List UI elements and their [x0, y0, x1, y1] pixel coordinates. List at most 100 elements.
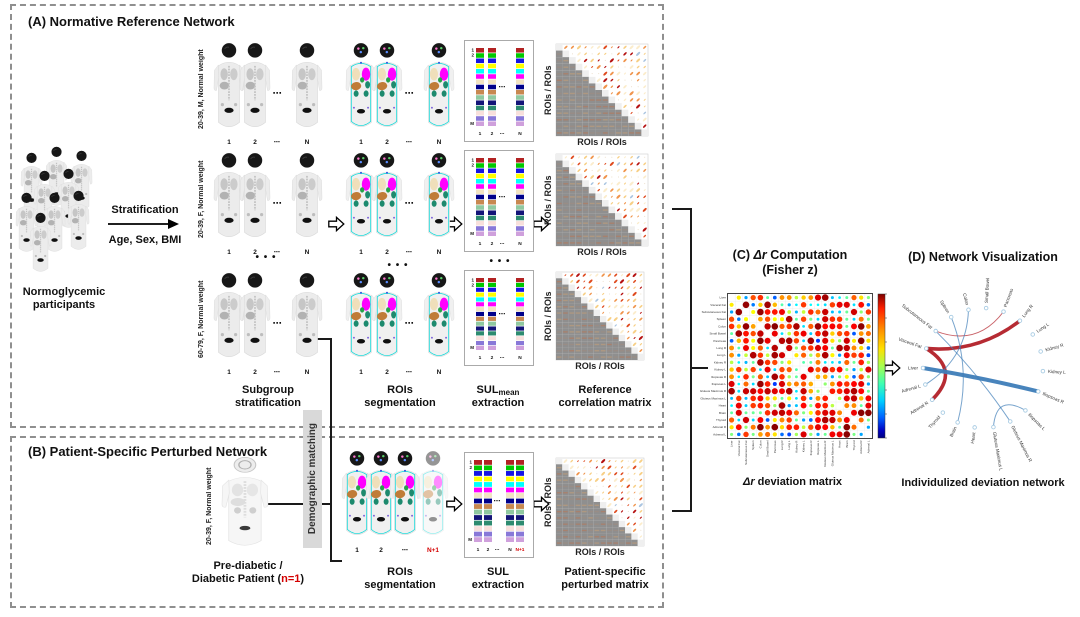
- svg-text:⋯: ⋯: [273, 88, 282, 98]
- group-label-row3: 60-79, F, Normal weight: [198, 280, 205, 358]
- rows-ellipsis-seg: • • •: [387, 260, 409, 271]
- svg-text:N: N: [437, 249, 442, 256]
- caption-subgroup: Subgroup stratification: [234, 384, 301, 409]
- svg-text:2: 2: [487, 547, 490, 553]
- network-node: [966, 307, 971, 313]
- svg-text:Lung L: Lung L: [717, 353, 727, 357]
- network-node-label: Adrenal L: [901, 383, 922, 393]
- svg-text:Adrenal R: Adrenal R: [859, 440, 863, 454]
- rows-ellipsis-bodies: • • •: [255, 252, 277, 263]
- connector: [672, 208, 692, 210]
- svg-text:1: 1: [355, 547, 359, 554]
- network-node-label: Subcutaneous Fat: [901, 303, 934, 330]
- svg-text:1: 1: [227, 249, 231, 256]
- svg-text:Brain: Brain: [719, 411, 726, 415]
- svg-text:⋯: ⋯: [273, 318, 282, 328]
- network-node: [923, 382, 928, 387]
- svg-text:N: N: [437, 139, 442, 146]
- svg-text:Kidney R: Kidney R: [794, 440, 798, 453]
- matrix-axis-y: ROIs / ROIs: [543, 291, 553, 341]
- caption-rois-b: ROIs segmentation: [364, 566, 436, 591]
- network-node-label: Small Bowel: [984, 278, 990, 304]
- svg-text:N: N: [518, 355, 522, 361]
- panel-d-title: (D) Network Visualization: [908, 250, 1058, 264]
- stratification-label: Stratification: [111, 204, 179, 216]
- svg-text:1: 1: [479, 131, 482, 137]
- network-node: [1007, 419, 1013, 424]
- svg-text:Visceral Fat: Visceral Fat: [710, 303, 726, 307]
- rows-ellipsis-sul: • • •: [489, 256, 511, 267]
- svg-text:2: 2: [379, 547, 383, 554]
- matrix-axis-y: ROIs / ROIs: [543, 175, 553, 225]
- correlation-matrix: [555, 153, 649, 247]
- svg-text:Pancreas: Pancreas: [713, 339, 726, 343]
- flow-arrow: [884, 359, 901, 377]
- crowd-label: Normoglycemic participants: [22, 286, 106, 311]
- svg-text:⋯: ⋯: [405, 88, 414, 98]
- stratification-arrow: [108, 219, 179, 229]
- network-node-label: Liver: [908, 366, 918, 371]
- svg-text:1: 1: [479, 355, 482, 361]
- svg-text:⋯: ⋯: [499, 311, 506, 318]
- svg-text:1: 1: [227, 369, 231, 376]
- svg-text:⋯: ⋯: [402, 547, 409, 554]
- svg-text:2: 2: [471, 163, 474, 168]
- svg-text:Iliopsoas R: Iliopsoas R: [711, 375, 727, 379]
- svg-text:1: 1: [477, 547, 480, 553]
- matrix-axis-x: ROIs / ROIs: [575, 547, 625, 557]
- svg-text:M: M: [470, 345, 474, 350]
- matrix-axis-x: ROIs / ROIs: [575, 361, 625, 371]
- network-node: [1017, 318, 1023, 323]
- sul-extraction-box: 12M⋯1 2 ⋯ N: [464, 270, 534, 366]
- svg-text:2: 2: [491, 131, 494, 137]
- svg-text:Lung L: Lung L: [787, 440, 791, 450]
- network-node-label: Thyroid: [927, 414, 941, 429]
- network-node: [1030, 332, 1035, 337]
- svg-text:2: 2: [385, 369, 389, 376]
- correlation-matrix: [555, 271, 645, 361]
- network-node: [929, 397, 935, 403]
- body-row: 1 2 ⋯ N+1: [341, 450, 449, 554]
- svg-text:1: 1: [471, 48, 474, 53]
- network-node-label: Iliopsoas L: [1027, 412, 1046, 431]
- network-node-label: Kidney R: [1045, 342, 1065, 352]
- svg-text:2: 2: [253, 139, 257, 146]
- caption-refmatrix: Reference correlation matrix: [558, 384, 652, 409]
- network-node: [1001, 309, 1006, 314]
- svg-text:Colon: Colon: [758, 440, 762, 448]
- network-node: [924, 346, 929, 351]
- svg-text:N: N: [508, 547, 512, 553]
- network-node: [991, 424, 996, 430]
- body-row: ⋯ 1 2 ⋯ N: [213, 42, 323, 146]
- network-node-label: Gluteus Maximus L: [992, 432, 1004, 472]
- svg-text:Gluteus Maximus L: Gluteus Maximus L: [700, 396, 726, 400]
- network-node: [1023, 408, 1028, 413]
- matrix-axis-x: ROIs / ROIs: [577, 247, 627, 257]
- svg-text:Gluteus Maximus R: Gluteus Maximus R: [700, 389, 727, 393]
- svg-text:Colon: Colon: [718, 324, 726, 328]
- network-node: [1040, 368, 1046, 374]
- svg-text:2: 2: [471, 53, 474, 58]
- svg-text:Small Bowel: Small Bowel: [709, 332, 726, 336]
- network-node: [972, 425, 977, 430]
- svg-text:⋯: ⋯: [500, 242, 505, 247]
- svg-text:2: 2: [385, 249, 389, 256]
- normoglycemic-crowd: [15, 146, 93, 273]
- patient-caption: Pre-diabetic / Diabetic Patient (n=1): [191, 560, 305, 585]
- svg-text:⋯: ⋯: [406, 139, 413, 146]
- caption-sul-a: SULmean extraction: [471, 384, 525, 410]
- flow-arrow: [533, 215, 550, 233]
- demographic-matching-box: Demographic matching: [303, 410, 322, 548]
- svg-text:2: 2: [471, 282, 474, 287]
- svg-text:Lung R: Lung R: [716, 346, 727, 350]
- body-row: ⋯ 1 2 ⋯ N: [213, 272, 323, 376]
- connector: [690, 367, 708, 369]
- svg-text:Lung R: Lung R: [780, 440, 784, 451]
- svg-text:N: N: [437, 369, 442, 376]
- svg-text:Kidney R: Kidney R: [714, 360, 727, 364]
- svg-text:Adrenal L: Adrenal L: [713, 432, 726, 436]
- svg-text:⋯: ⋯: [406, 369, 413, 376]
- svg-text:N: N: [518, 241, 522, 247]
- svg-text:Kidney L: Kidney L: [802, 440, 806, 452]
